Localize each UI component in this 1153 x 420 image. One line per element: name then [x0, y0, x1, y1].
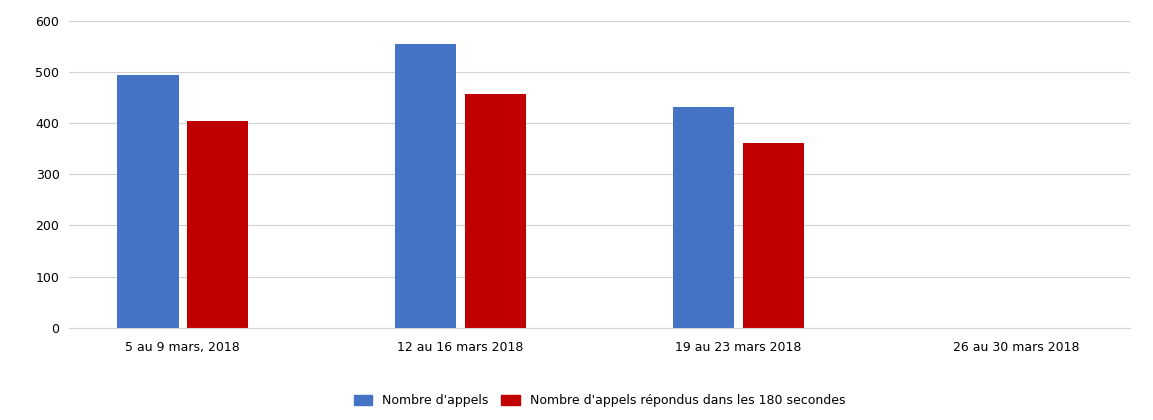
Bar: [395, 44, 457, 328]
Legend: Nombre d'appels, Nombre d'appels répondus dans les 180 secondes: Nombre d'appels, Nombre d'appels répondu…: [354, 394, 845, 407]
Bar: [743, 143, 804, 328]
Bar: [673, 107, 734, 328]
Bar: [187, 121, 248, 328]
Bar: [118, 75, 179, 328]
Bar: [465, 94, 526, 328]
